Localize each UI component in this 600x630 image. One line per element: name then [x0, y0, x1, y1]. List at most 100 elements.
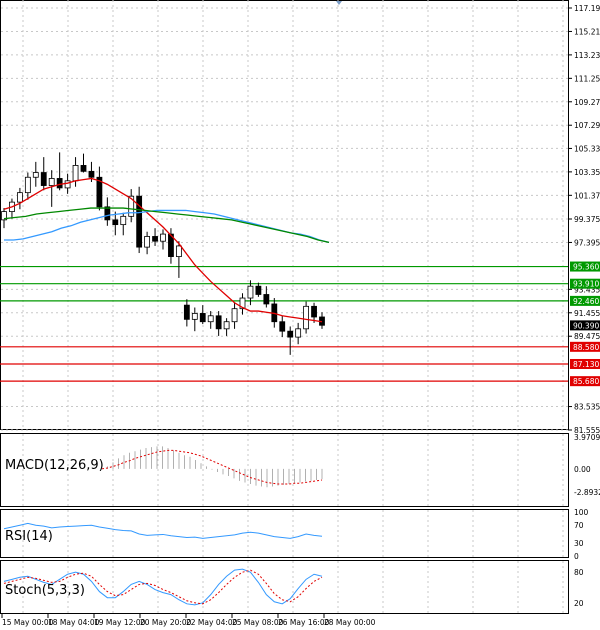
- candle-body: [136, 195, 143, 248]
- level-tag-label: 92.460: [573, 297, 599, 306]
- candle-body: [144, 236, 151, 248]
- candle-body: [183, 304, 190, 320]
- price-tick-label: 117.195: [574, 4, 600, 13]
- level-tag: [570, 376, 600, 387]
- main-price-panel[interactable]: [0, 0, 569, 430]
- candle-body: [160, 233, 166, 242]
- candle-body: [64, 180, 71, 189]
- candle-body: [303, 305, 310, 330]
- stoch-k-line: [3, 568, 323, 606]
- candle-body: [231, 308, 238, 323]
- level-tag-label: 95.360: [573, 263, 599, 272]
- moving-average-line: [3, 207, 330, 244]
- candle-body: [223, 321, 230, 330]
- price-tick-label: 115.215: [574, 27, 600, 36]
- price-tick-label: 97.395: [574, 238, 600, 247]
- candle-body: [96, 176, 103, 208]
- macd-tick-label: 3.9709: [574, 433, 600, 442]
- candle-body: [1, 211, 7, 221]
- price-tick-label: 93.435: [574, 285, 600, 294]
- rsi-tick-label: 100: [574, 508, 589, 517]
- candle-body: [16, 192, 23, 203]
- macd-panel[interactable]: [0, 433, 569, 507]
- level-tag: [570, 295, 600, 306]
- time-tick-label: 19 May 12:00: [94, 618, 146, 627]
- level-price-tags: 95.360 93.910 92.460 88.580 87.130 85.680 90.3…: [570, 261, 600, 387]
- candle-body: [120, 215, 127, 226]
- time-tick-label: 25 May 08:00: [232, 618, 284, 627]
- price-tick-label: 103.355: [574, 168, 600, 177]
- candle-body: [263, 294, 270, 305]
- price-tick-label: 101.375: [574, 191, 600, 200]
- candle-body: [80, 165, 87, 172]
- level-tag: [570, 358, 600, 369]
- current-price-label: 90.390: [573, 321, 599, 330]
- candle-body: [207, 315, 214, 323]
- candle-body: [175, 245, 182, 257]
- candle-body: [24, 176, 31, 194]
- rsi-line: [3, 522, 323, 539]
- time-tick-label: 18 May 04:00: [48, 618, 100, 627]
- candle-body: [104, 206, 111, 221]
- price-tick-label: 105.335: [574, 144, 600, 153]
- candle-body: [32, 172, 39, 178]
- support-resistance-levels: [0, 265, 568, 382]
- candle-body: [112, 219, 119, 226]
- candle-body: [128, 195, 135, 217]
- price-tick-label: 81.555: [574, 426, 600, 435]
- candle-body: [287, 330, 294, 338]
- rsi-label: RSI(14): [5, 529, 53, 544]
- price-tick-label: 113.235: [574, 51, 600, 60]
- level-tag-label: 87.130: [573, 360, 599, 369]
- moving-averages: [3, 177, 330, 323]
- macd-tick-label: -2.8932: [574, 488, 600, 497]
- level-tag-label: 85.680: [573, 377, 599, 386]
- price-tick-label: 89.475: [574, 332, 600, 341]
- current-price-tag: [570, 320, 600, 331]
- stoch-label: Stoch(5,3,3): [5, 583, 85, 598]
- price-tick-label: 99.375: [574, 215, 600, 224]
- macd-tick-label: 0.00: [574, 465, 591, 474]
- candle-body: [72, 165, 79, 182]
- candle-body: [88, 170, 95, 178]
- price-tick-label: 109.275: [574, 98, 600, 107]
- candle-body: [168, 233, 174, 257]
- macd-signal-line: [101, 449, 323, 485]
- candle-body: [311, 305, 317, 318]
- level-tag-label: 93.910: [573, 280, 599, 289]
- price-tick-label: 111.255: [574, 74, 600, 83]
- rsi-tick-label: 0: [574, 552, 579, 561]
- moving-average-line: [3, 177, 323, 323]
- level-tag: [570, 278, 600, 289]
- level-tag: [570, 341, 600, 352]
- candle-body: [295, 328, 302, 338]
- candle-body: [255, 285, 262, 295]
- price-tick-label: 91.455: [574, 309, 600, 318]
- candle-body: [40, 172, 47, 186]
- rsi-panel[interactable]: [0, 509, 569, 558]
- candle-body: [48, 178, 55, 186]
- stoch-panel[interactable]: [0, 560, 569, 614]
- time-tick-label: 28 May 00:00: [324, 618, 376, 627]
- macd-label: MACD(12,26,9): [5, 458, 104, 473]
- candle-body: [279, 321, 286, 332]
- shift-marker-icon[interactable]: [336, 1, 342, 5]
- candle-body: [215, 315, 222, 330]
- time-tick-label: 22 May 04:00: [186, 618, 238, 627]
- candle-body: [191, 313, 198, 320]
- rsi-tick-label: 30: [574, 539, 584, 548]
- level-tag-label: 88.580: [573, 343, 599, 352]
- candle-body: [247, 285, 254, 299]
- stoch-tick-label: 80: [574, 568, 584, 577]
- level-tag: [570, 261, 600, 272]
- candle-body: [199, 313, 206, 323]
- price-tick-label: 83.535: [574, 403, 600, 412]
- candle-body: [239, 297, 246, 310]
- rsi-indicator: 100 70 30 0: [3, 508, 589, 561]
- stoch-d-line: [3, 569, 323, 605]
- stoch-tick-label: 20: [574, 599, 584, 608]
- time-tick-label: 26 May 16:00: [278, 618, 330, 627]
- time-tick-label: 20 May 20:00: [140, 618, 192, 627]
